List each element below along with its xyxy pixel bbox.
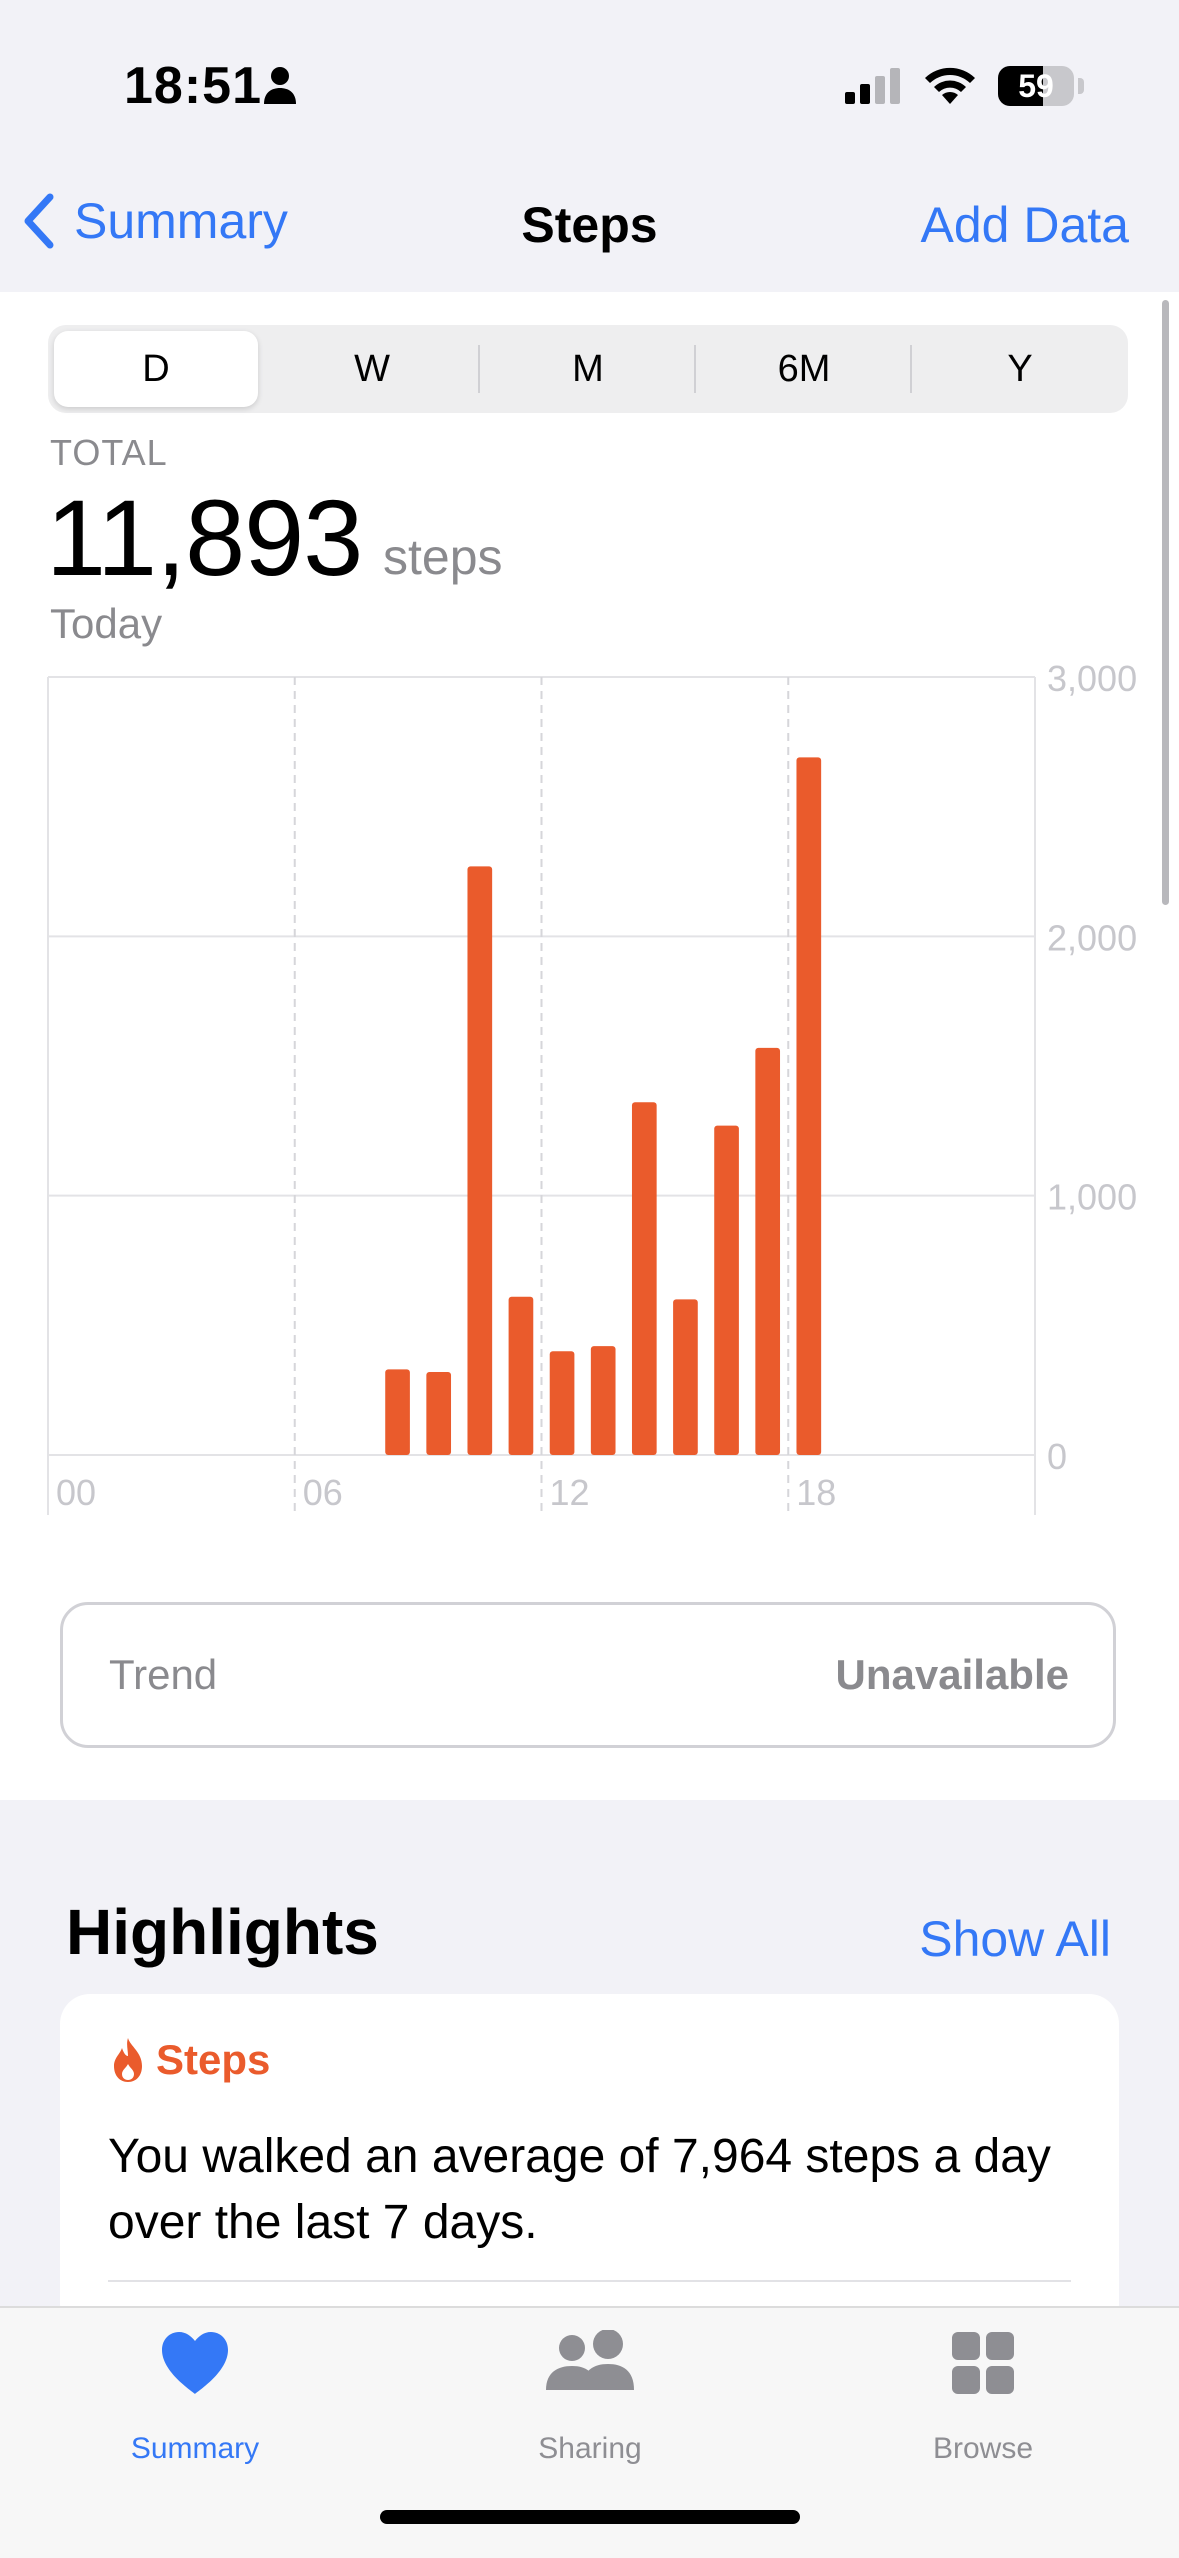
- steps-bar: [796, 757, 822, 1455]
- y-tick-label: 0: [1047, 1436, 1067, 1477]
- x-tick-label: 06: [303, 1472, 343, 1513]
- steps-bar: [714, 1125, 739, 1455]
- steps-bar-chart[interactable]: 0 1,000 2,000 3,000 00 06 12 18: [0, 660, 1179, 1520]
- segment-day-label: D: [142, 347, 170, 390]
- battery-icon: 59: [998, 66, 1074, 106]
- status-bar: 18:51 59: [0, 0, 1179, 170]
- highlight-card[interactable]: Steps You walked an average of 7,964 ste…: [60, 1994, 1119, 2334]
- x-tick-label: 18: [796, 1472, 836, 1513]
- tab-bar: Summary Sharing Browse: [0, 2306, 1179, 2558]
- segment-year-label: Y: [1007, 347, 1033, 390]
- steps-bar: [631, 1102, 657, 1455]
- segment-6-months-label: 6M: [777, 347, 831, 390]
- tab-browse[interactable]: Browse: [833, 2308, 1133, 2508]
- trend-row[interactable]: Trend Unavailable: [60, 1602, 1116, 1748]
- status-time: 18:51: [124, 57, 262, 115]
- segment-month[interactable]: M: [480, 325, 696, 413]
- steps-bar: [467, 866, 493, 1455]
- steps-bar: [755, 1047, 781, 1455]
- x-tick-label: 12: [550, 1472, 590, 1513]
- tab-sharing[interactable]: Sharing: [440, 2308, 740, 2508]
- segment-divider: [478, 345, 480, 393]
- segment-day[interactable]: D: [54, 331, 258, 407]
- tab-summary[interactable]: Summary: [45, 2308, 345, 2508]
- segment-year[interactable]: Y: [912, 325, 1128, 413]
- trend-label: Trend: [109, 1651, 218, 1698]
- segment-divider: [694, 345, 696, 393]
- time-range-segmented-control: D W M 6M Y: [48, 325, 1128, 413]
- y-tick-label: 3,000: [1047, 660, 1137, 699]
- total-label: TOTAL: [50, 432, 168, 473]
- segment-6-months[interactable]: 6M: [696, 325, 912, 413]
- divider: [108, 2280, 1071, 2282]
- person-icon: [264, 67, 296, 104]
- steps-bar: [549, 1351, 575, 1455]
- page-title: Steps: [521, 197, 658, 253]
- show-all-button[interactable]: Show All: [919, 1911, 1111, 1967]
- total-steps-unit: steps: [383, 529, 503, 585]
- segment-week[interactable]: W: [264, 325, 480, 413]
- period-label: Today: [50, 600, 163, 647]
- steps-bar: [385, 1369, 410, 1455]
- segment-month-label: M: [572, 347, 604, 390]
- back-button[interactable]: Summary: [22, 192, 288, 250]
- cellular-signal-icon: [845, 68, 900, 104]
- trend-value: Unavailable: [835, 1651, 1069, 1698]
- tab-sharing-label: Sharing: [538, 2432, 642, 2465]
- steps-detail-panel: [0, 292, 1179, 1800]
- add-data-button[interactable]: Add Data: [920, 197, 1129, 253]
- heart-icon: [162, 2332, 228, 2394]
- tab-summary-label: Summary: [130, 2432, 260, 2465]
- total-steps-value: 11,893: [46, 477, 363, 598]
- steps-bar: [426, 1372, 452, 1455]
- people-icon: [546, 2330, 634, 2390]
- segment-divider: [910, 345, 912, 393]
- steps-bar: [508, 1296, 534, 1455]
- back-button-label: Summary: [74, 193, 288, 249]
- y-tick-label: 2,000: [1047, 917, 1137, 958]
- home-indicator[interactable]: [380, 2510, 800, 2524]
- chevron-left-icon: [24, 193, 54, 249]
- wifi-icon: [925, 67, 975, 104]
- battery-level: 59: [1018, 68, 1054, 104]
- highlight-header: Steps: [108, 2036, 270, 2084]
- segment-week-label: W: [354, 347, 390, 390]
- steps-bar: [673, 1299, 698, 1455]
- highlights-heading: Highlights: [66, 1896, 379, 1968]
- steps-bar: [590, 1346, 616, 1455]
- tab-browse-label: Browse: [932, 2432, 1034, 2465]
- grid-icon: [952, 2332, 1014, 2394]
- scroll-indicator[interactable]: [1162, 300, 1169, 905]
- flame-icon: [114, 2038, 142, 2082]
- battery-cap: [1078, 78, 1084, 94]
- highlight-category: Steps: [156, 2036, 271, 2083]
- highlight-text: You walked an average of 7,964 steps a d…: [108, 2130, 1051, 2249]
- x-tick-label: 00: [56, 1472, 96, 1513]
- y-tick-label: 1,000: [1047, 1177, 1137, 1218]
